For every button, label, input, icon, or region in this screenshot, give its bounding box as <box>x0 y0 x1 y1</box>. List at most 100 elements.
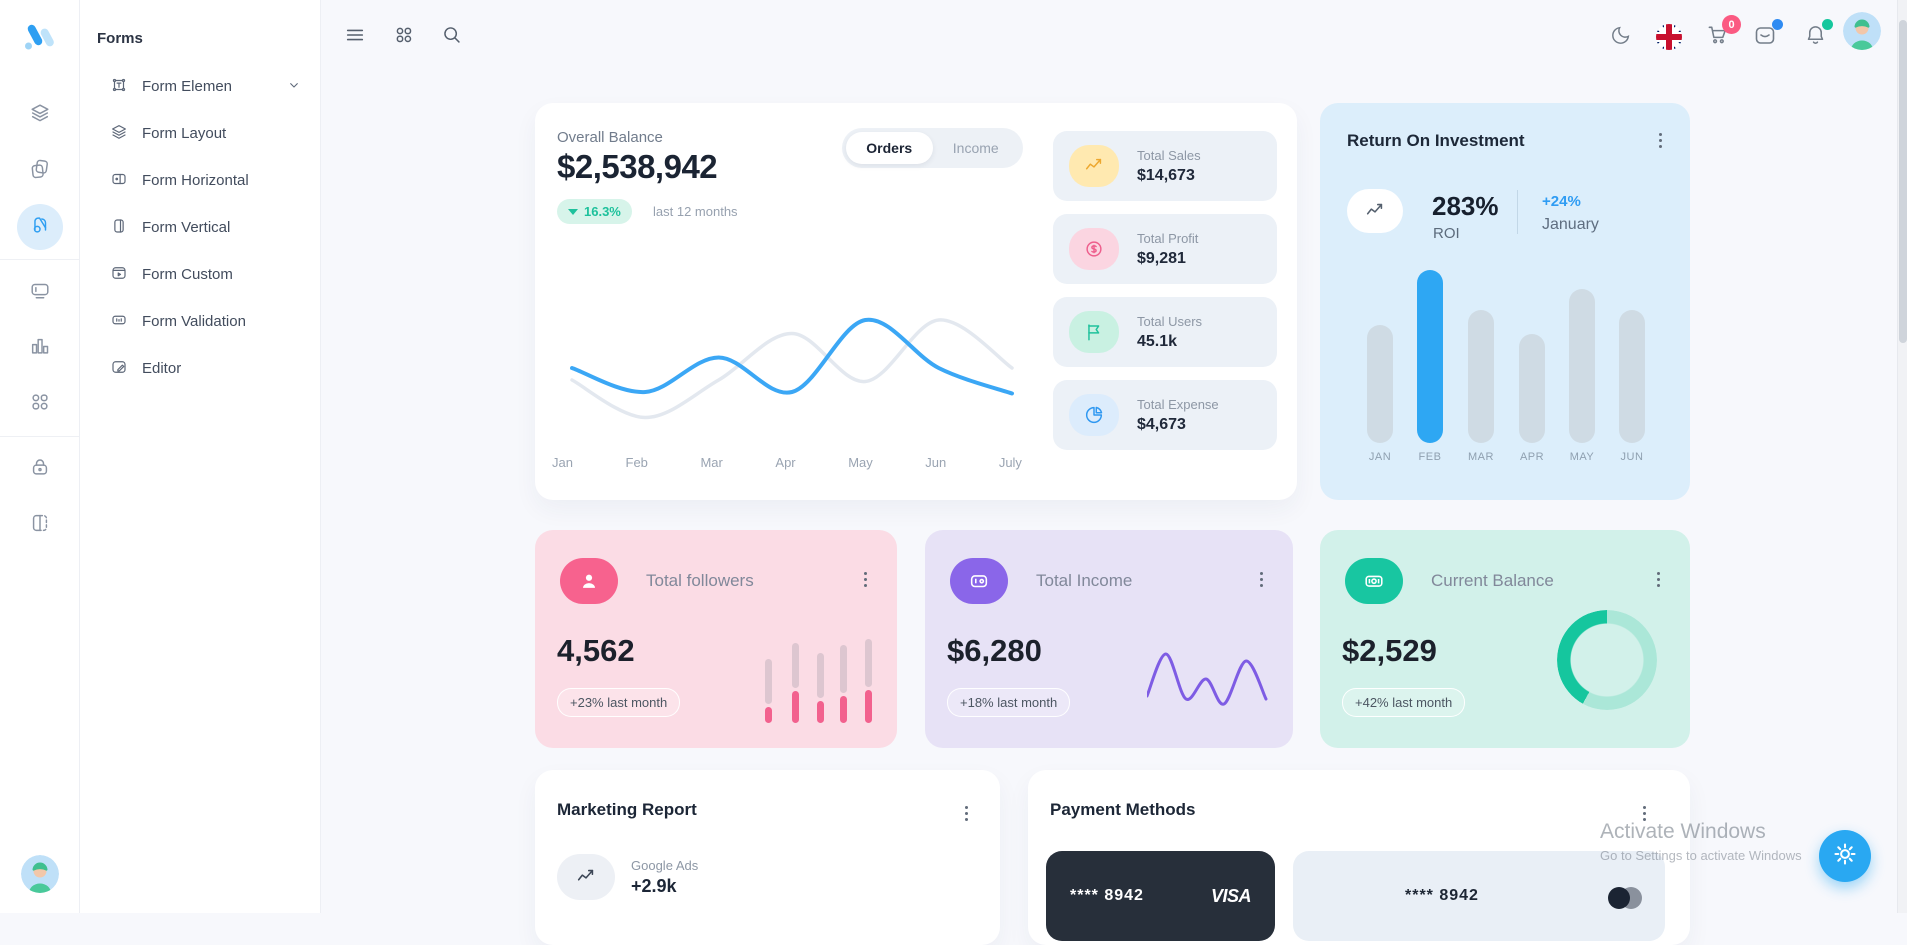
page-scrollbar[interactable] <box>1897 0 1907 913</box>
current-balance-menu-button[interactable] <box>1653 568 1664 591</box>
stat-value: $4,673 <box>1137 415 1186 433</box>
month-label: May <box>848 455 873 470</box>
notifications-button[interactable] <box>1800 19 1833 52</box>
copy-icon <box>29 158 51 185</box>
rail-item-book[interactable] <box>16 497 64 553</box>
sidebar-item-form-custom[interactable]: Form Custom <box>80 251 320 298</box>
chevron-down-icon <box>286 77 302 97</box>
income-menu-button[interactable] <box>1256 568 1267 591</box>
form-validation-icon <box>110 311 128 333</box>
scrollbar-thumb[interactable] <box>1899 20 1907 343</box>
month-label: Jun <box>925 455 947 470</box>
editor-icon <box>110 358 128 380</box>
overall-balance-value: $2,538,942 <box>557 148 718 185</box>
search-button[interactable] <box>436 22 466 52</box>
dollar-icon <box>1069 228 1119 270</box>
roi-title: Return On Investment <box>1347 131 1525 150</box>
icon-rail <box>0 0 80 913</box>
marketing-item-google-ads: Google Ads +2.9k <box>557 854 698 900</box>
rail-item-bar-chart[interactable] <box>16 320 64 376</box>
sidebar-item-label: Editor <box>142 360 182 377</box>
sidebar-item-label: Form Layout <box>142 125 227 142</box>
form-vertical-icon <box>110 217 128 239</box>
roi-bar-apr <box>1519 334 1545 443</box>
total-followers-card: Total followers 4,562 +23% last month <box>535 530 897 748</box>
rail-user-avatar[interactable] <box>21 855 59 893</box>
tab-income[interactable]: Income <box>952 140 999 156</box>
marketing-menu-button[interactable] <box>961 802 972 825</box>
rail-item-apps[interactable] <box>16 376 64 432</box>
sidebar-item-label: Form Validation <box>142 313 246 330</box>
current-balance-badge: +42% last month <box>1342 688 1466 717</box>
balance-line-chart <box>570 317 1014 420</box>
apps-launcher-button[interactable] <box>388 22 418 52</box>
form-elements-icon <box>110 76 128 98</box>
stat-total-users: Total Users 45.1k <box>1053 297 1277 367</box>
sidebar-title: Forms <box>97 30 143 47</box>
settings-fab[interactable] <box>1819 830 1871 882</box>
current-balance-value: $2,529 <box>1342 633 1437 668</box>
user-icon <box>560 558 618 604</box>
rail-item-layers[interactable] <box>16 87 64 143</box>
income-sparkline <box>1147 652 1268 706</box>
messages-indicator-dot <box>1772 19 1783 30</box>
rail-divider <box>0 259 79 260</box>
cash-icon <box>1345 558 1403 604</box>
sidebar-item-form-vertical[interactable]: Form Vertical <box>80 204 320 251</box>
sidebar-item-form-elemen[interactable]: Form Elemen <box>80 63 320 110</box>
app-logo[interactable] <box>22 18 58 54</box>
marketing-report-title: Marketing Report <box>557 800 697 819</box>
roi-bar-mar <box>1468 310 1494 443</box>
roi-change-period: January <box>1542 216 1599 233</box>
balance-chart-months: Jan Feb Mar Apr May Jun July <box>552 455 1022 470</box>
stat-value: $14,673 <box>1137 166 1195 184</box>
sidebar-item-form-layout[interactable]: Form Layout <box>80 110 320 157</box>
sidebar-item-form-validation[interactable]: Form Validation <box>80 298 320 345</box>
month-label: July <box>998 455 1022 470</box>
rail-item-lock[interactable] <box>16 441 64 497</box>
input-icon <box>29 279 51 306</box>
rail-item-copy[interactable] <box>16 143 64 199</box>
card-toggle[interactable] <box>1608 887 1642 909</box>
divider <box>1517 190 1518 234</box>
lock-icon <box>29 456 51 483</box>
payment-menu-button[interactable] <box>1639 802 1650 825</box>
rail-item-input[interactable] <box>16 264 64 320</box>
forms-sidebar: Forms Form Elemen Form Layout Form Horizon… <box>80 0 321 913</box>
search-icon <box>441 24 462 50</box>
roi-bar-feb <box>1417 270 1443 443</box>
roi-value: 283% <box>1432 191 1499 221</box>
header-user-avatar[interactable] <box>1843 12 1881 50</box>
sidebar-item-form-horizontal[interactable]: Form Horizontal <box>80 157 320 204</box>
menu-toggle-button[interactable] <box>340 22 370 52</box>
roi-bar-label: MAY <box>1569 451 1595 463</box>
follower-bar-segment <box>791 691 799 723</box>
rail-item-forms[interactable] <box>16 199 64 255</box>
apps-icon <box>29 391 51 418</box>
payment-card-visa[interactable]: **** 8942 VISA <box>1046 851 1275 941</box>
roi-change: +24% <box>1542 193 1581 210</box>
form-custom-icon <box>110 264 128 286</box>
payment-card-secondary[interactable]: **** 8942 <box>1293 851 1665 941</box>
messages-button[interactable] <box>1750 19 1783 52</box>
roi-bar-may <box>1569 289 1595 443</box>
cart-button[interactable]: 0 <box>1702 15 1741 52</box>
roi-card: Return On Investment 283% ROI +24% Janua… <box>1320 103 1690 500</box>
roi-bar-jan <box>1367 325 1393 443</box>
sidebar-item-label: Form Vertical <box>142 219 231 236</box>
follower-bar-segment <box>864 690 872 723</box>
cart-badge: 0 <box>1722 15 1741 34</box>
total-income-badge: +18% last month <box>947 688 1071 717</box>
trend-up-icon <box>1347 189 1403 233</box>
tab-orders[interactable]: Orders <box>846 132 933 164</box>
rail-nav <box>0 87 79 553</box>
roi-menu-button[interactable] <box>1655 129 1666 152</box>
dark-mode-toggle[interactable] <box>1606 22 1636 52</box>
follower-bar-segment <box>816 653 824 698</box>
marketing-item-label: Google Ads <box>631 857 699 873</box>
hamburger-icon <box>344 24 366 51</box>
language-selector[interactable] <box>1654 22 1684 52</box>
sidebar-item-editor[interactable]: Editor <box>80 345 320 392</box>
payment-methods-card: Payment Methods **** 8942 VISA **** 8942 <box>1028 770 1690 945</box>
followers-menu-button[interactable] <box>860 568 871 591</box>
